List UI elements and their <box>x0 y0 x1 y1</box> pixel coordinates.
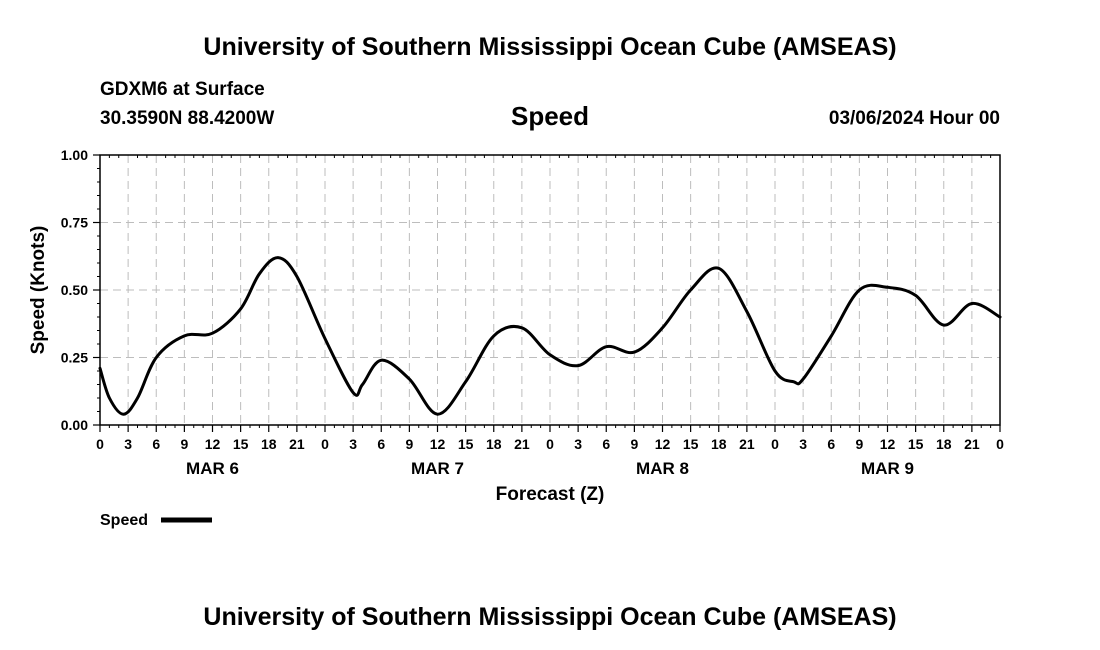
variable-title: Speed <box>511 101 589 131</box>
y-tick-label: 1.00 <box>61 147 88 163</box>
x-tick-label: 0 <box>546 436 554 452</box>
y-tick-label: 0.75 <box>61 215 88 231</box>
x-tick-label: 15 <box>908 436 924 452</box>
x-tick-labels: 0 3 6 9 12 15 18 21 0 3 6 9 12 15 18 21 0 3 6 9 12 15 18 21 0 3 6 9… <box>96 436 1004 452</box>
x-tick-label: 6 <box>152 436 160 452</box>
x-tick-label: 15 <box>683 436 699 452</box>
x-tick-label: 18 <box>711 436 727 452</box>
y-tick-label: 0.00 <box>61 417 88 433</box>
x-tick-label: 18 <box>486 436 502 452</box>
x-tick-label: 15 <box>233 436 249 452</box>
x-tick-label: 9 <box>405 436 413 452</box>
x-tick-label: 21 <box>964 436 980 452</box>
x-tick-label: 3 <box>124 436 132 452</box>
coordinates-label: 30.3590N 88.4200W <box>100 108 274 129</box>
day-label: MAR 6 <box>186 459 239 478</box>
x-tick-label: 15 <box>458 436 474 452</box>
speed-series-line <box>98 256 1002 416</box>
legend-label: Speed <box>100 512 148 529</box>
x-tick-label: 6 <box>602 436 610 452</box>
day-label: MAR 7 <box>411 459 464 478</box>
x-tick-label: 12 <box>655 436 671 452</box>
x-tick-label: 3 <box>349 436 357 452</box>
y-axis-label: Speed (Knots) <box>28 226 49 355</box>
y-tick-label: 0.50 <box>61 282 88 298</box>
date-label: 03/06/2024 Hour 00 <box>829 108 1000 129</box>
day-label: MAR 9 <box>861 459 914 478</box>
x-tick-label: 3 <box>799 436 807 452</box>
x-tick-label: 3 <box>574 436 582 452</box>
x-tick-label: 12 <box>205 436 221 452</box>
x-tick-label: 0 <box>771 436 779 452</box>
station-label: GDXM6 at Surface <box>100 79 265 100</box>
day-labels: MAR 6 MAR 7 MAR 8 MAR 9 <box>186 459 914 478</box>
x-axis-label: Forecast (Z) <box>496 484 605 505</box>
gridlines <box>100 154 1000 425</box>
plot-frame <box>99 154 1001 426</box>
x-tick-label: 9 <box>630 436 638 452</box>
x-tick-label: 21 <box>289 436 305 452</box>
x-tick-label: 12 <box>430 436 446 452</box>
x-tick-label: 21 <box>739 436 755 452</box>
x-tick-label: 0 <box>996 436 1004 452</box>
y-tick-labels: 0.00 0.25 0.50 0.75 1.00 <box>61 147 88 433</box>
x-tick-label: 6 <box>827 436 835 452</box>
tick-marks <box>93 154 1001 432</box>
x-tick-label: 18 <box>261 436 277 452</box>
x-tick-label: 18 <box>936 436 952 452</box>
y-tick-label: 0.25 <box>61 350 88 366</box>
header-title: University of Southern Mississippi Ocean… <box>203 33 896 61</box>
x-tick-label: 6 <box>377 436 385 452</box>
footer-title: University of Southern Mississippi Ocean… <box>203 603 896 631</box>
x-tick-label: 0 <box>321 436 329 452</box>
x-tick-label: 12 <box>880 436 896 452</box>
x-tick-label: 9 <box>855 436 863 452</box>
x-tick-label: 0 <box>96 436 104 452</box>
x-tick-label: 21 <box>514 436 530 452</box>
x-tick-label: 9 <box>180 436 188 452</box>
day-label: MAR 8 <box>636 459 689 478</box>
